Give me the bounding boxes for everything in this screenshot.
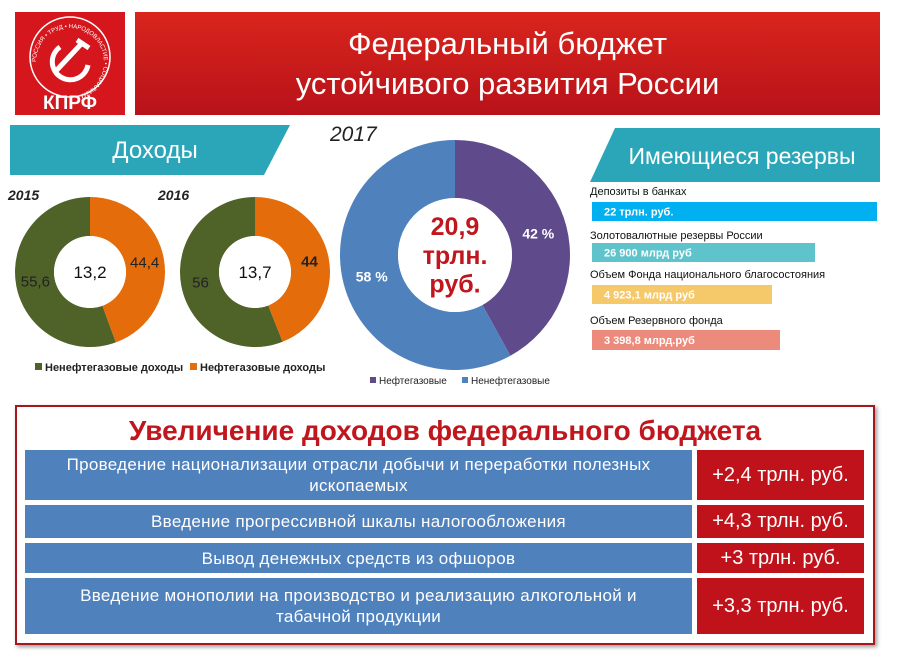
amount-cell: +3 трлн. руб. bbox=[697, 543, 864, 573]
ribbon bbox=[10, 125, 290, 175]
donut-slice bbox=[455, 140, 570, 356]
data-label: 56 bbox=[192, 274, 209, 291]
hammer-sickle bbox=[49, 37, 91, 83]
reserve-name: Золотовалютные резервы России bbox=[590, 230, 763, 242]
chart-title: 2017 bbox=[329, 123, 378, 146]
legend-swatch bbox=[190, 363, 197, 370]
measure-cell: Проведение национализации отрасли добычи… bbox=[25, 450, 692, 500]
center-label: трлн. bbox=[423, 242, 488, 270]
reserve-bar bbox=[592, 330, 780, 350]
donut-hole bbox=[54, 236, 126, 308]
legend-label: Ненефтегазовые bbox=[471, 375, 550, 387]
amount-cell: +3,3 трлн. руб. bbox=[697, 578, 864, 634]
donut-hole bbox=[219, 236, 291, 308]
title-line: Федеральный бюджет bbox=[347, 25, 668, 61]
emblem-ring bbox=[29, 16, 111, 98]
donut-slice bbox=[339, 140, 511, 370]
legend-swatch bbox=[35, 363, 42, 370]
section-title: Имеющиеся резервы bbox=[629, 143, 856, 169]
logo-text: КПРФ bbox=[43, 93, 97, 114]
revenue-charts: Доходы 2015 55,6 44,4 13,2 2016 56 44 13,7 2017 4… bbox=[7, 123, 570, 387]
donut-hole bbox=[398, 198, 512, 312]
center-label: 13,2 bbox=[73, 263, 106, 282]
legend-swatch bbox=[462, 377, 468, 383]
reserve-amount: 3 398,8 млрд.руб bbox=[604, 335, 695, 347]
reserve-bar bbox=[592, 243, 815, 262]
chart-title: 2016 bbox=[157, 187, 189, 203]
panel-title: Увеличение доходов федерального бюджета bbox=[128, 415, 762, 446]
reserve-amount: 22 трлн. руб. bbox=[604, 207, 673, 219]
data-label: 55,6 bbox=[21, 274, 50, 291]
data-label: 42 % bbox=[522, 226, 554, 242]
center-label: руб. bbox=[429, 271, 480, 299]
reserve-bar bbox=[592, 285, 772, 304]
reserve-name: Депозиты в банках bbox=[590, 186, 687, 198]
increase-panel: Увеличение доходов федерального бюджета … bbox=[15, 405, 875, 645]
reserve-name: Объем Резервного фонда bbox=[590, 315, 724, 327]
donut-slice bbox=[90, 197, 166, 343]
title-banner: Федеральный бюджет устойчивого развития … bbox=[135, 12, 880, 115]
legend-swatch bbox=[370, 377, 376, 383]
reserve-name: Объем Фонда национального благосостояния bbox=[590, 269, 825, 281]
donut-slice bbox=[255, 197, 331, 342]
data-label: 44 bbox=[301, 254, 318, 271]
measure-cell: Введение монополии на производство и реа… bbox=[25, 578, 692, 634]
legend-label: Нефтегазовые доходы bbox=[200, 362, 325, 374]
measure-cell: Вывод денежных средств из офшоров bbox=[25, 543, 692, 573]
amount-cell: +4,3 трлн. руб. bbox=[697, 505, 864, 538]
section-title: Доходы bbox=[112, 137, 197, 164]
donut-slice bbox=[180, 197, 283, 347]
logo: РОССИЯ • ТРУД • НАРОДОВЛАСТИЕ • СОЦИАЛИЗ… bbox=[15, 12, 125, 115]
legend-label: Нефтегазовые bbox=[379, 375, 447, 387]
reserve-amount: 26 900 млрд руб bbox=[604, 248, 692, 260]
reserve-amount: 4 923,1 млрд руб bbox=[604, 290, 695, 302]
reserve-bar bbox=[592, 202, 877, 221]
amount-cell: +2,4 трлн. руб. bbox=[697, 450, 864, 500]
donut-slice bbox=[15, 197, 116, 347]
measure-cell: Введение прогрессивной шкалы налогооблож… bbox=[25, 505, 692, 538]
data-label: 44,4 bbox=[130, 254, 159, 271]
legend-label: Ненефтегазовые доходы bbox=[45, 362, 183, 374]
logo-emblem: РОССИЯ • ТРУД • НАРОДОВЛАСТИЕ • СОЦИАЛИЗ… bbox=[29, 16, 111, 114]
title-line: устойчивого развития России bbox=[295, 65, 720, 101]
reserves: Имеющиеся резервы Депозиты в банках 22 тр… bbox=[590, 128, 880, 350]
center-label: 20,9 bbox=[431, 213, 480, 241]
center-label: 13,7 bbox=[238, 263, 271, 282]
ribbon bbox=[590, 128, 880, 182]
data-label: 58 % bbox=[356, 268, 388, 284]
chart-title: 2015 bbox=[7, 187, 39, 203]
